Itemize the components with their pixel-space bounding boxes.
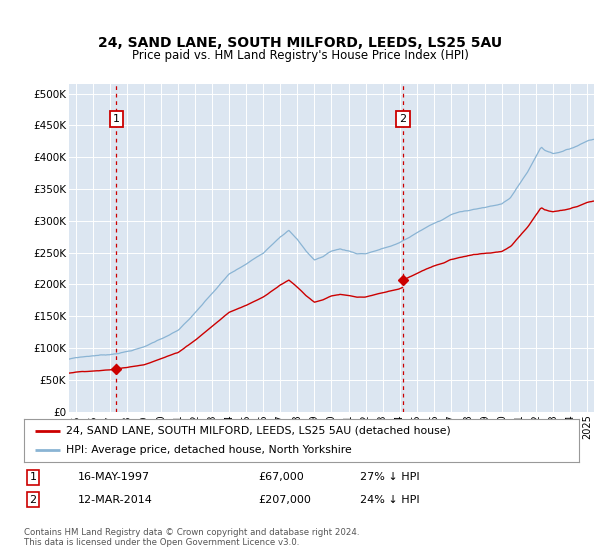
- Text: Contains HM Land Registry data © Crown copyright and database right 2024.
This d: Contains HM Land Registry data © Crown c…: [24, 528, 359, 547]
- Text: 24, SAND LANE, SOUTH MILFORD, LEEDS, LS25 5AU: 24, SAND LANE, SOUTH MILFORD, LEEDS, LS2…: [98, 36, 502, 50]
- Text: 27% ↓ HPI: 27% ↓ HPI: [360, 472, 419, 482]
- Text: 12-MAR-2014: 12-MAR-2014: [78, 494, 153, 505]
- Text: 1: 1: [29, 472, 37, 482]
- Text: £67,000: £67,000: [258, 472, 304, 482]
- Text: £207,000: £207,000: [258, 494, 311, 505]
- Text: 16-MAY-1997: 16-MAY-1997: [78, 472, 150, 482]
- Text: 1: 1: [113, 114, 120, 124]
- Text: 24% ↓ HPI: 24% ↓ HPI: [360, 494, 419, 505]
- Text: 2: 2: [400, 114, 406, 124]
- Text: HPI: Average price, detached house, North Yorkshire: HPI: Average price, detached house, Nort…: [65, 445, 352, 455]
- Text: 24, SAND LANE, SOUTH MILFORD, LEEDS, LS25 5AU (detached house): 24, SAND LANE, SOUTH MILFORD, LEEDS, LS2…: [65, 426, 451, 436]
- Text: 2: 2: [29, 494, 37, 505]
- Text: Price paid vs. HM Land Registry's House Price Index (HPI): Price paid vs. HM Land Registry's House …: [131, 49, 469, 63]
